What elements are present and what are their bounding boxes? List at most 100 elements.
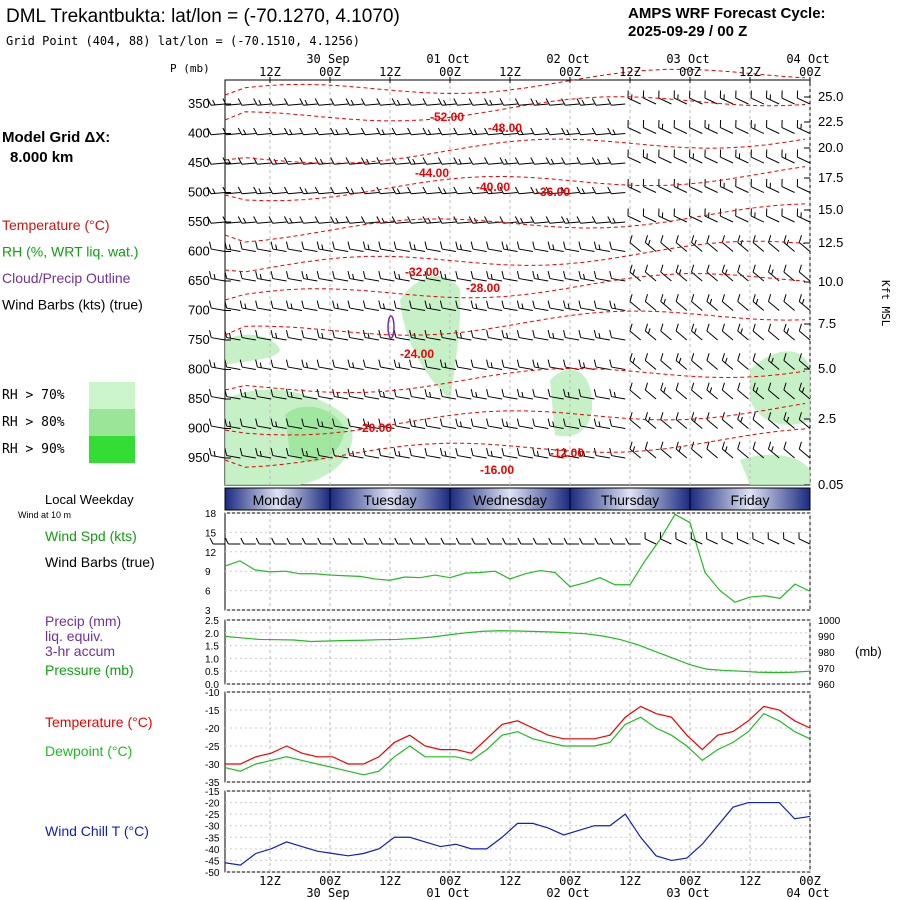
wind-barb [752,441,765,459]
wind-barb [530,216,549,224]
y-tick-label: -35 [205,778,220,789]
wind-barb [424,241,441,252]
wind-barb [207,157,226,165]
wind-barb [783,412,795,429]
cloud-outline [387,315,395,339]
right-tick-label: 990 [818,632,835,643]
wind-barb [455,241,472,252]
wind-barb [629,353,641,370]
isotherm [224,273,806,301]
temperature-panel: -35 -30 -25 -20 -15 -10 [205,688,811,789]
wind-barb [514,216,533,224]
wind-barb [407,186,426,195]
wind-barb [563,271,580,282]
isotherm [224,68,806,96]
y-tick-label: -50 [205,868,220,879]
pressure-tick-label: 750 [188,332,210,347]
wind-barb [607,186,626,195]
wind-barb [737,382,749,400]
y-tick-label: 2.0 [205,629,219,640]
wind-barb [798,412,811,429]
date-label: 01 Oct [426,52,469,66]
wind-barb [378,271,395,282]
date-label: 04 Oct [786,886,829,900]
wind-barb [283,157,303,165]
wind-barb [514,186,533,195]
wind-barb [407,157,426,165]
wind-barb [393,359,410,370]
wind-barb [332,271,349,282]
height-axis-label: Kft MSL [879,280,892,327]
wind-barb [270,300,287,311]
wind-chill-label: Wind Chill T (°C) [45,823,149,839]
wind-barb [593,389,610,400]
pressure-tick-label: 650 [188,273,210,288]
wind-barb [660,264,672,282]
wind-barb [347,359,364,370]
isotherm-label: -48.00 [488,121,522,135]
wind-barb [561,216,580,224]
wind-barb [468,157,487,165]
wind-barb [407,98,426,106]
y-tick-label: 1.5 [205,642,219,653]
wind-barb [394,537,410,545]
right-tick-label: 1000 [818,616,841,627]
wind-barb [752,382,765,400]
rh-box [89,409,135,436]
wind-barb [437,216,456,224]
wind-barb [237,186,256,195]
wind-barb [237,98,256,106]
wind-chill-line [224,801,811,866]
time-tick-label: 12Z [379,65,401,79]
wind-barb [675,382,688,400]
wind-barb [255,418,272,429]
wind-barb [437,98,456,106]
wind-barb [362,359,380,370]
wind-barb [783,294,795,311]
wind-barb [629,264,641,282]
wind-barb [363,537,379,545]
wind-barb [486,330,503,341]
wind-barb [644,382,657,400]
wind-barb [783,353,795,370]
wind-barb [737,353,749,370]
wind-barb [255,537,272,545]
y-tick-label: 2.5 [205,616,219,627]
wind-barb [330,127,349,136]
wind-barb [376,186,395,195]
pressure-axis-title: P (mb) [170,62,210,75]
wind-barb [301,300,318,311]
isotherm-label: -16.00 [480,463,514,477]
wind-barb [532,418,549,429]
wind-barb [208,389,226,400]
wind-barb [470,300,487,311]
rh-region [740,454,810,485]
wind-barb [514,157,533,165]
wind-barb [796,119,811,134]
wind-barb [345,216,364,224]
wind-barb [563,418,580,429]
wind-barb [362,241,380,252]
wind-barb [798,323,811,341]
wind-barb [691,353,703,370]
height-tick-label: 0.05 [818,477,843,492]
wind-barb [285,418,303,429]
wind-barb [659,532,672,545]
date-label: 02 Oct [546,886,589,900]
wind-barb [673,90,688,105]
rh-box-label: RH > 70% [2,388,65,403]
weekday-label: Tuesday [363,492,416,508]
isotherm-label: -28.00 [466,281,500,295]
wind-barb [530,157,549,165]
y-tick-label: -20 [205,724,220,735]
wind-barb [563,359,580,370]
wind-barb [719,119,734,134]
wind-barb [378,300,395,311]
dewpoint-label: Dewpoint (°C) [45,743,132,759]
wind-barb [332,300,349,311]
wind-barb [629,323,641,341]
wind-barb [207,186,226,195]
wind-barb [317,537,333,545]
wind-barb [578,389,595,400]
wind-barb [578,271,595,282]
